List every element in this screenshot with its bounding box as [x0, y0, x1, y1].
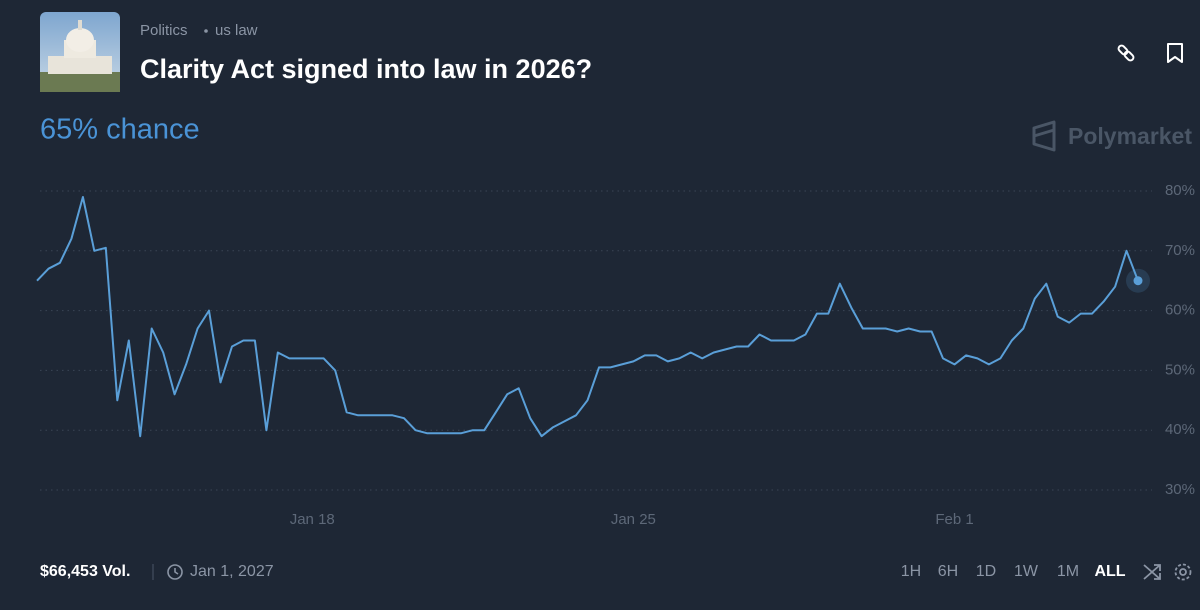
- y-tick-label: 50%: [1165, 361, 1195, 378]
- range-button[interactable]: 1W: [1014, 563, 1039, 580]
- y-tick-label: 60%: [1165, 302, 1195, 319]
- clock-icon: [167, 564, 183, 580]
- range-button[interactable]: ALL: [1094, 563, 1125, 580]
- bookmark-icon[interactable]: [1167, 43, 1183, 63]
- brand: Polymarket: [1068, 123, 1192, 149]
- tag[interactable]: us law: [215, 22, 258, 39]
- y-tick-label: 80%: [1165, 182, 1195, 199]
- x-tick-label: Feb 1: [935, 511, 973, 528]
- range-button[interactable]: 1H: [901, 563, 921, 580]
- range-button[interactable]: 1D: [976, 563, 996, 580]
- category[interactable]: Politics: [140, 22, 188, 39]
- y-tick-label: 40%: [1165, 421, 1195, 438]
- y-tick-label: 30%: [1165, 481, 1195, 498]
- end-date: Jan 1, 2027: [190, 563, 274, 580]
- separator-dot: [204, 29, 208, 33]
- price-line: [36, 196, 1139, 438]
- chart: 30% 40% 50% 60% 70% 80% Jan 18 Jan 25 Feb 1: [36, 182, 1195, 528]
- market-image: [40, 12, 120, 92]
- brand-logo: Polymarket: [1032, 120, 1192, 152]
- range-button[interactable]: 6H: [938, 563, 958, 580]
- y-tick-label: 70%: [1165, 242, 1195, 259]
- settings-icon[interactable]: [1174, 563, 1192, 581]
- x-tick-label: Jan 18: [290, 511, 335, 528]
- volume: $66,453 Vol.: [40, 563, 130, 580]
- range-button[interactable]: 1M: [1057, 563, 1079, 580]
- chance: 65% chance: [40, 114, 200, 146]
- range-selector: 1H 6H 1D 1W 1M ALL: [901, 563, 1126, 580]
- shuffle-icon[interactable]: [1143, 564, 1161, 580]
- current-point: [1133, 276, 1143, 286]
- x-tick-label: Jan 25: [611, 511, 656, 528]
- link-icon[interactable]: [1117, 44, 1135, 62]
- market-title: Clarity Act signed into law in 2026?: [140, 54, 592, 84]
